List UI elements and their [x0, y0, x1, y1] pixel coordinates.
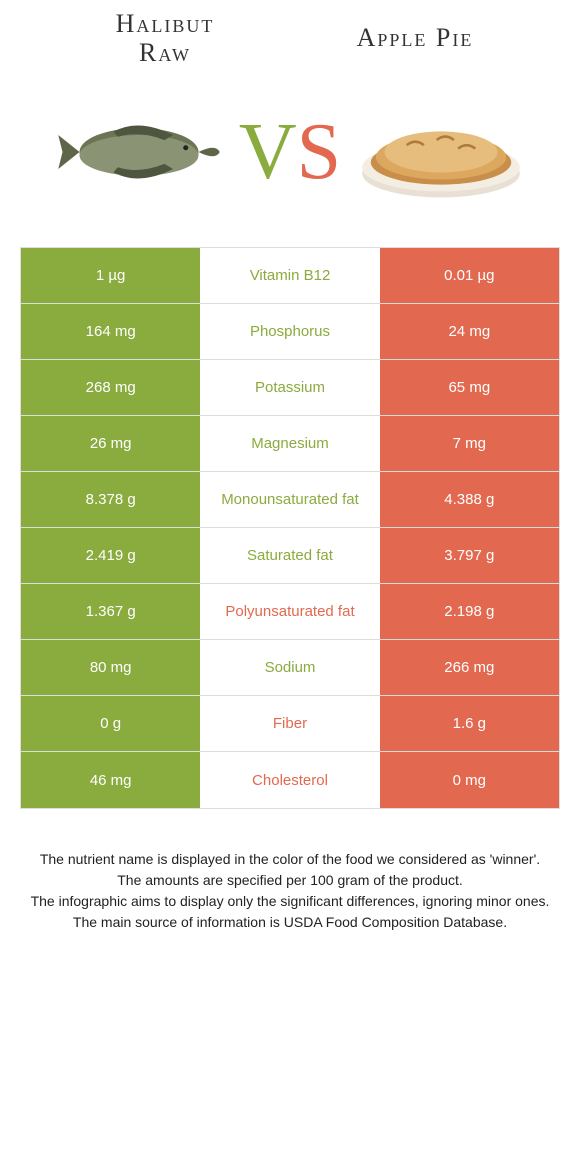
- table-row: 2.419 gSaturated fat3.797 g: [21, 528, 559, 584]
- food-a-image: [49, 87, 229, 217]
- table-row: 0 gFiber1.6 g: [21, 696, 559, 752]
- value-right: 65 mg: [380, 360, 559, 415]
- value-right: 0 mg: [380, 752, 559, 808]
- value-right: 3.797 g: [380, 528, 559, 583]
- nutrient-name: Monounsaturated fat: [200, 472, 379, 527]
- food-b-title: Apple Pie: [290, 24, 540, 53]
- table-row: 80 mgSodium266 mg: [21, 640, 559, 696]
- nutrient-table: 1 µgVitamin B120.01 µg164 mgPhosphorus24…: [20, 247, 560, 809]
- value-right: 0.01 µg: [380, 248, 559, 303]
- footer-line-3: The infographic aims to display only the…: [30, 891, 550, 912]
- value-left: 8.378 g: [21, 472, 200, 527]
- value-left: 268 mg: [21, 360, 200, 415]
- table-row: 8.378 gMonounsaturated fat4.388 g: [21, 472, 559, 528]
- value-left: 26 mg: [21, 416, 200, 471]
- table-row: 1.367 gPolyunsaturated fat2.198 g: [21, 584, 559, 640]
- value-right: 2.198 g: [380, 584, 559, 639]
- value-right: 4.388 g: [380, 472, 559, 527]
- header: Halibut Raw Apple Pie: [0, 0, 580, 87]
- food-a-title-line1: Halibut: [40, 10, 290, 39]
- table-row: 46 mgCholesterol0 mg: [21, 752, 559, 808]
- value-left: 1 µg: [21, 248, 200, 303]
- value-left: 0 g: [21, 696, 200, 751]
- nutrient-name: Cholesterol: [200, 752, 379, 808]
- value-left: 1.367 g: [21, 584, 200, 639]
- value-right: 24 mg: [380, 304, 559, 359]
- nutrient-name: Fiber: [200, 696, 379, 751]
- food-b-image: [351, 87, 531, 217]
- table-row: 1 µgVitamin B120.01 µg: [21, 248, 559, 304]
- food-a-title: Halibut Raw: [40, 10, 290, 67]
- value-right: 7 mg: [380, 416, 559, 471]
- table-row: 268 mgPotassium65 mg: [21, 360, 559, 416]
- value-left: 46 mg: [21, 752, 200, 808]
- nutrient-name: Magnesium: [200, 416, 379, 471]
- vs-s: S: [297, 108, 342, 196]
- footer-line-4: The main source of information is USDA F…: [30, 912, 550, 933]
- table-row: 26 mgMagnesium7 mg: [21, 416, 559, 472]
- nutrient-name: Saturated fat: [200, 528, 379, 583]
- footer-line-2: The amounts are specified per 100 gram o…: [30, 870, 550, 891]
- nutrient-name: Potassium: [200, 360, 379, 415]
- table-row: 164 mgPhosphorus24 mg: [21, 304, 559, 360]
- vs-label: VS: [239, 112, 341, 192]
- footer-notes: The nutrient name is displayed in the co…: [0, 809, 580, 933]
- value-right: 1.6 g: [380, 696, 559, 751]
- value-left: 164 mg: [21, 304, 200, 359]
- nutrient-name: Polyunsaturated fat: [200, 584, 379, 639]
- hero: VS: [0, 87, 580, 247]
- nutrient-name: Vitamin B12: [200, 248, 379, 303]
- vs-v: V: [239, 108, 297, 196]
- value-left: 2.419 g: [21, 528, 200, 583]
- nutrient-name: Sodium: [200, 640, 379, 695]
- value-right: 266 mg: [380, 640, 559, 695]
- food-a-title-line2: Raw: [40, 39, 290, 68]
- value-left: 80 mg: [21, 640, 200, 695]
- footer-line-1: The nutrient name is displayed in the co…: [30, 849, 550, 870]
- nutrient-name: Phosphorus: [200, 304, 379, 359]
